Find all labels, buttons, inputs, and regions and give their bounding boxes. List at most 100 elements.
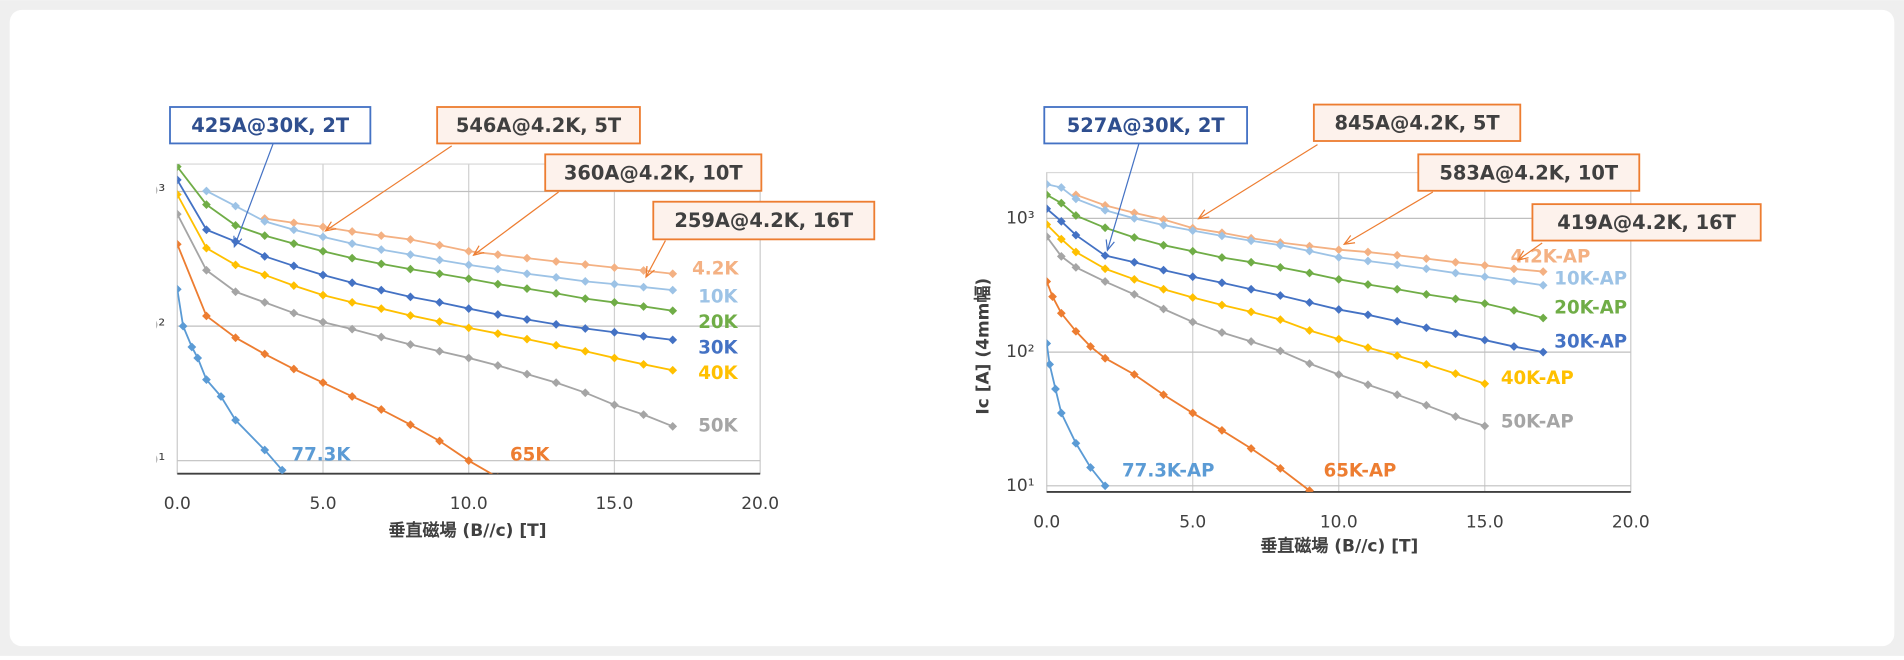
- data-point: [493, 310, 503, 319]
- data-point: [668, 421, 678, 431]
- data-point: [289, 225, 299, 235]
- annotation-text: 527A@30K, 2T: [1067, 114, 1226, 137]
- data-point: [1421, 359, 1431, 369]
- data-point: [1159, 304, 1168, 314]
- data-point: [1305, 486, 1314, 492]
- data-point: [289, 308, 299, 318]
- series-label: 20K: [698, 312, 738, 333]
- annotation-arrow: [1198, 144, 1318, 220]
- data-point: [1305, 241, 1314, 251]
- y-tick-label: 10¹: [1006, 476, 1034, 496]
- data-point: [177, 209, 182, 219]
- data-point: [522, 284, 532, 293]
- arrow-head: [472, 245, 485, 257]
- data-point: [435, 346, 444, 356]
- data-point: [1421, 254, 1431, 263]
- data-point: [1071, 211, 1081, 220]
- data-point: [435, 436, 444, 446]
- annotation-box: [544, 153, 763, 192]
- data-point: [1275, 464, 1285, 473]
- data-point: [260, 270, 270, 280]
- y-ticks: 10¹ 10² 10³: [1006, 208, 1034, 495]
- data-point: [580, 260, 590, 269]
- data-point: [289, 364, 299, 374]
- y-axis-label: Ic [A] (4mm幅): [973, 278, 994, 415]
- data-point: [1086, 463, 1095, 472]
- y-ticks: 10¹ 10² 10³: [137, 182, 165, 471]
- data-point: [1046, 277, 1052, 286]
- data-point: [551, 378, 561, 388]
- data-point: [610, 353, 619, 363]
- data-point: [347, 239, 357, 249]
- data-point: [1334, 274, 1344, 284]
- annotation-arrow: [233, 143, 274, 247]
- data-point: [289, 261, 299, 271]
- annotation-arrow: [1106, 143, 1140, 251]
- data-point: [493, 279, 503, 289]
- annotation-text: 845A@4.2K, 5T: [1334, 112, 1500, 135]
- y-tick-label: 10²: [137, 316, 165, 336]
- data-point: [1056, 234, 1066, 244]
- data-point: [1056, 183, 1066, 192]
- y-tick-label: 10³: [137, 182, 165, 202]
- data-point: [493, 329, 503, 338]
- data-point: [1046, 339, 1052, 348]
- data-point: [260, 217, 270, 226]
- series-label: 50K: [698, 415, 738, 436]
- data-point: [1275, 240, 1285, 250]
- x-tick-label: 15.0: [1466, 512, 1504, 532]
- data-point: [551, 273, 561, 282]
- annotation-arrow: [1517, 242, 1543, 261]
- series-label: 65K: [510, 445, 550, 466]
- data-point: [464, 274, 474, 284]
- data-point: [1100, 277, 1110, 286]
- data-point: [1334, 334, 1344, 344]
- data-point: [260, 298, 270, 307]
- data-point: [260, 231, 270, 241]
- data-point: [1334, 370, 1344, 379]
- data-point: [1046, 220, 1052, 229]
- data-point: [522, 253, 532, 263]
- data-point: [260, 251, 270, 261]
- data-point: [493, 250, 503, 259]
- data-point: [1056, 216, 1066, 226]
- data-point: [1100, 264, 1110, 274]
- data-point: [406, 250, 415, 259]
- series-label: 77.3K-AP: [1122, 460, 1214, 481]
- data-point: [1451, 412, 1460, 421]
- data-point: [1451, 294, 1460, 304]
- data-point: [493, 264, 503, 274]
- y-tick-label: 10¹: [137, 451, 165, 471]
- data-point: [289, 239, 299, 249]
- data-point: [1275, 291, 1285, 300]
- data-point: [1071, 230, 1081, 240]
- data-point: [639, 359, 648, 369]
- data-point: [610, 279, 619, 289]
- annotation-box: [436, 106, 641, 145]
- data-point: [522, 334, 532, 344]
- data-point: [435, 317, 444, 326]
- series-line: [177, 166, 673, 312]
- annotation-box: [1043, 106, 1248, 145]
- data-point: [493, 361, 503, 370]
- annotation-text: 419A@4.2K, 16T: [1557, 211, 1736, 234]
- data-point: [1246, 444, 1256, 453]
- data-point: [1056, 308, 1066, 318]
- data-point: [1246, 307, 1256, 317]
- data-point: [289, 281, 299, 290]
- series-line: [177, 194, 673, 372]
- data-point: [435, 298, 444, 307]
- data-point: [522, 369, 532, 379]
- data-point: [1421, 400, 1431, 410]
- data-point: [639, 410, 648, 419]
- data-point: [1100, 481, 1110, 491]
- series-label: 65K-AP: [1324, 460, 1397, 481]
- data-point: [668, 365, 678, 375]
- series-line: [177, 213, 674, 428]
- data-point: [1363, 256, 1373, 266]
- data-point: [177, 190, 182, 199]
- data-point: [551, 289, 561, 298]
- data-point: [1100, 201, 1110, 210]
